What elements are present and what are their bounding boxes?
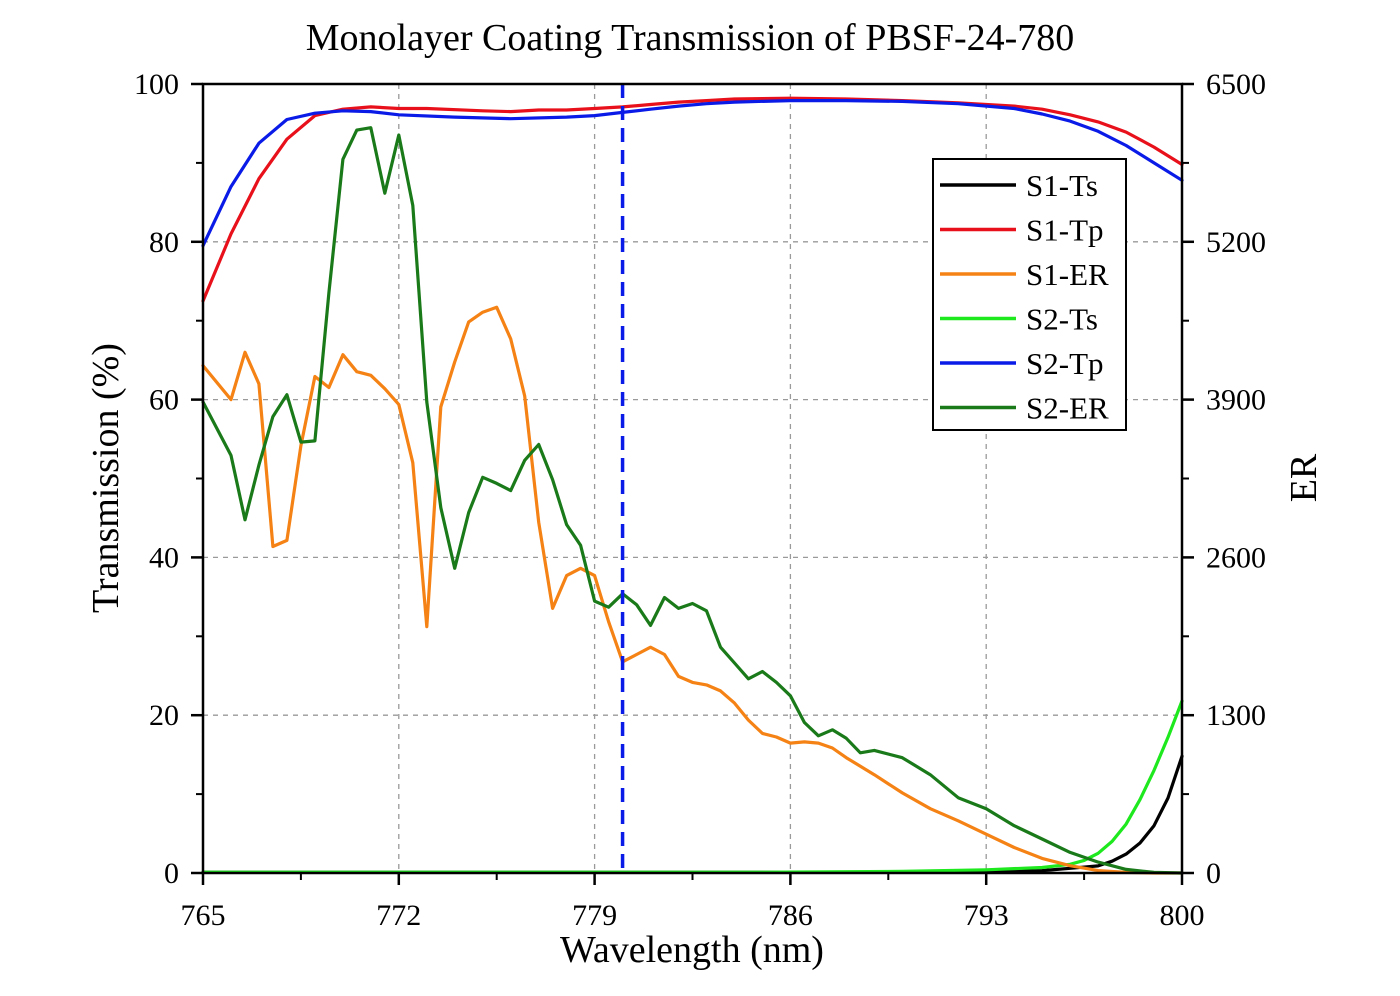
legend-label-s1-ts: S1-Ts bbox=[1026, 168, 1098, 203]
y-tick-label: 20 bbox=[149, 699, 179, 732]
x-tick-label: 800 bbox=[1160, 899, 1205, 932]
series-line-s1-er bbox=[201, 305, 1184, 875]
chart-title: Monolayer Coating Transmission of PBSF-2… bbox=[306, 17, 1075, 59]
x-tick-label: 765 bbox=[181, 899, 226, 932]
x-axis-label: Wavelength (nm) bbox=[560, 929, 824, 971]
legend-box bbox=[932, 158, 1127, 431]
y2-tick-label: 1300 bbox=[1206, 699, 1266, 732]
y-tick-label: 60 bbox=[149, 384, 179, 417]
legend-label-s1-tp: S1-Tp bbox=[1026, 213, 1104, 248]
y-tick-label: 100 bbox=[134, 68, 179, 101]
legend-label-s2-tp: S2-Tp bbox=[1026, 346, 1104, 381]
y2-axis-label: ER bbox=[1283, 453, 1325, 502]
series-line-s2-tp bbox=[201, 98, 1184, 248]
x-tick-label: 772 bbox=[376, 899, 421, 932]
y-tick-label: 80 bbox=[149, 226, 179, 259]
x-tick-label: 779 bbox=[572, 899, 617, 932]
x-tick-label: 793 bbox=[964, 899, 1009, 932]
legend-label-s2-ts: S2-Ts bbox=[1026, 302, 1098, 337]
y-axis-label: Transmission (%) bbox=[85, 343, 127, 613]
legend-label-s2-er: S2-ER bbox=[1026, 391, 1109, 426]
legend: S1-Ts S1-Tp S1-ER S2-Ts S2-Tp S2-ER bbox=[932, 158, 1127, 431]
y2-tick-label: 2600 bbox=[1206, 541, 1266, 574]
y-tick-label: 0 bbox=[164, 857, 179, 890]
y2-tick-label: 6500 bbox=[1206, 68, 1266, 101]
axis-ticks: 765 772 779 786 793 8000204060801000130026003… bbox=[134, 68, 1266, 932]
y2-tick-label: 0 bbox=[1206, 857, 1221, 890]
y2-tick-label: 5200 bbox=[1206, 226, 1266, 259]
legend-label-s1-er: S1-ER bbox=[1026, 257, 1109, 292]
x-tick-label: 786 bbox=[768, 899, 813, 932]
y2-tick-label: 3900 bbox=[1206, 384, 1266, 417]
y-tick-label: 40 bbox=[149, 541, 179, 574]
series-line-s2-ts bbox=[201, 699, 1184, 874]
